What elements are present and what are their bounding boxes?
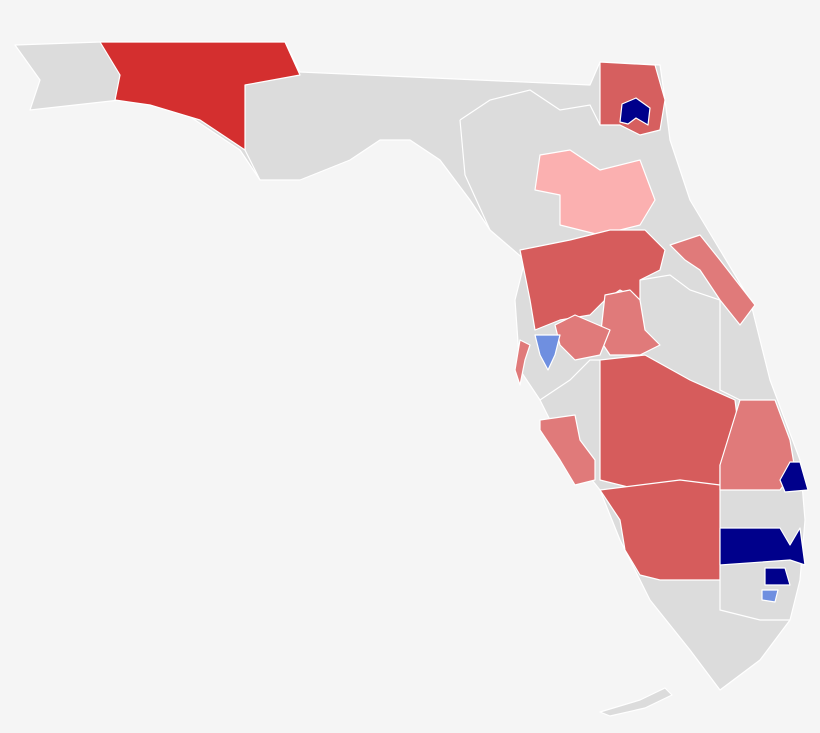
- district: [514, 339, 531, 386]
- district: [779, 461, 809, 493]
- district: [534, 149, 656, 236]
- district-border: [459, 89, 601, 126]
- district-border: [639, 274, 741, 401]
- district: [761, 589, 779, 603]
- district: [539, 414, 596, 486]
- district: [599, 479, 721, 581]
- district: [764, 567, 791, 586]
- district-border: [459, 119, 491, 231]
- district: [669, 234, 756, 326]
- district-border: [539, 359, 600, 401]
- keys: [599, 687, 673, 717]
- district: [534, 334, 561, 371]
- district: [719, 527, 806, 566]
- district: [619, 97, 651, 126]
- district: [99, 41, 301, 151]
- district: [554, 314, 611, 361]
- district-border: [719, 580, 790, 621]
- district: [599, 61, 666, 136]
